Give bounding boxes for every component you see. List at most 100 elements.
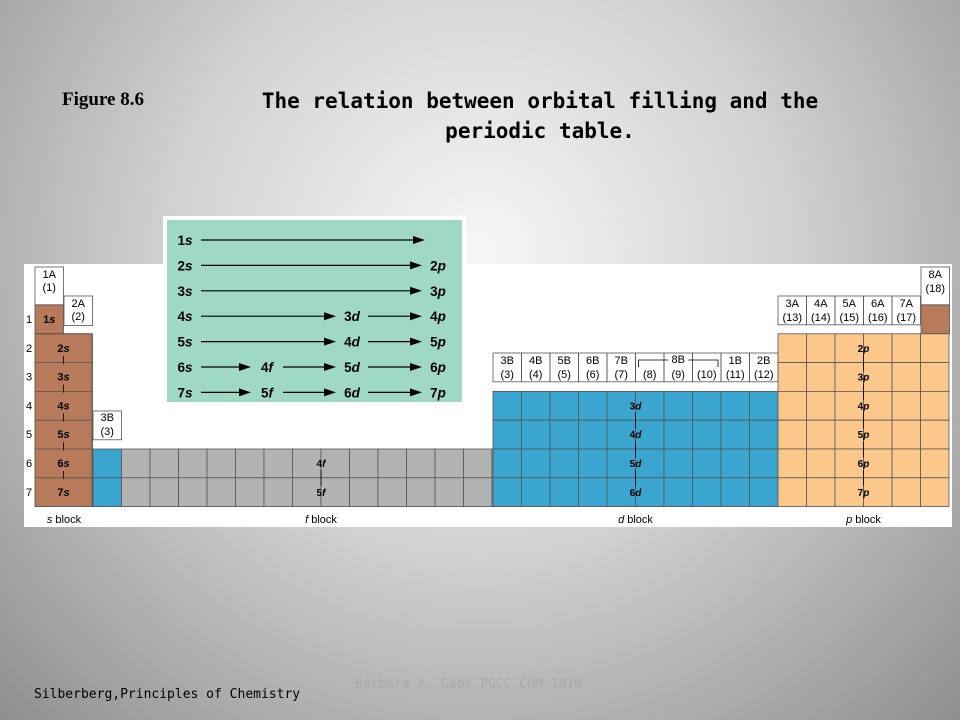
inset-orbital-label: 6d [344,385,361,400]
group-header-1A-number: (1) [43,282,56,294]
group-header-d-number: (7) [615,369,628,381]
group-header-p: 6A [871,298,885,310]
d-block-cell [720,477,750,508]
d-block-cell [692,419,722,450]
p-block-cell [777,362,807,392]
inset-orbital-label: 3p [430,284,446,299]
group-header-8B: 8B [672,354,685,366]
s-orbital-label: 1s [43,314,55,326]
d-block-label: d block [618,514,653,526]
f-block-cell [463,448,493,479]
p-block-cell [777,419,807,450]
p-block-cell [920,448,950,479]
d-block-cell [606,477,636,508]
group-header-p-number: (15) [839,312,859,324]
period-number: 6 [26,458,32,470]
p-orbital-label: 3p [858,373,870,384]
period-number: 2 [26,343,32,355]
d-block-cell [521,477,551,508]
d-block-cell [606,391,636,421]
d-orbital-label: 5d [630,459,643,470]
d-block-cell [635,448,665,479]
page-title: The relation between orbital filling and… [240,86,840,146]
group-header-d: 6B [586,355,599,367]
p-block-cell [891,419,921,450]
group-header-d-number: (12) [754,369,774,381]
f-block-cell [235,477,265,508]
f-block-cell [434,477,464,508]
p-block-cell [777,448,807,479]
p-block-cell [863,419,893,450]
p-orbital-label: 5p [858,430,870,441]
p-block-cell [806,362,836,392]
d-block-cell [749,391,779,421]
group-header-d-number: (4) [529,369,542,381]
d-block-cell [521,391,551,421]
d-block-cell [663,477,693,508]
f-block-cell [349,477,379,508]
s-orbital-label: 2s [57,343,69,355]
group-header-d-number: (5) [558,369,571,381]
group-8B-label-bg [668,354,689,364]
d-block-cell [635,477,665,508]
group-header-8A: 8A [929,269,943,281]
group-header-d: 2B [757,355,770,367]
p-block-cell [834,333,864,364]
d-block-cell [92,448,122,479]
d-orbital-label: 6d [630,488,643,499]
inset-arrow-head [410,388,422,397]
d-block-cell [692,391,722,421]
inset-arrow-head [324,312,336,321]
inset-arrow-head [410,363,422,371]
group-header-d-number: (11) [726,369,745,381]
d-block-cell [492,448,522,479]
p-block-cell [891,448,921,479]
d-block-cell [663,419,693,450]
inset-orbital-label: 5d [344,360,361,375]
s-block-label: s block [47,514,82,526]
s-orbital-label: 4s [57,400,69,412]
f-block-cell [263,477,293,508]
inset-orbital-label: 4d [344,335,361,350]
d-block-cell [549,391,579,421]
d-block-cell [749,477,779,508]
p-orbital-label: 2p [858,344,870,355]
inset-orbital-label: 5p [430,335,446,350]
inset-orbital-label: 5s [177,335,193,350]
f-block-label: f block [305,514,337,526]
d-orbital-label: 3d [630,401,643,412]
group-header-box [92,410,122,441]
f-block-cell [263,448,293,479]
f-block-cell [149,477,179,508]
inset-orbital-label: 4f [261,360,275,375]
f-block-cell [434,448,464,479]
f-block-cell [178,448,208,479]
f-block-cell [121,477,151,508]
f-block-cell [406,477,436,508]
group-header-3B-number: (3) [101,426,114,438]
group-header-3B: 3B [101,412,114,424]
group-header-p-number: (14) [811,312,831,324]
p-block-label: p block [845,514,881,526]
group-header-p-number: (16) [868,312,888,324]
d-block-cell [749,419,779,450]
p-block-cell [863,333,893,364]
s-orbital-label: 6s [57,458,69,470]
inset-arrow-head [410,286,422,295]
p-block-cell [920,477,950,508]
group-header-box [891,295,921,326]
p-orbital-label: 6p [858,459,870,470]
s-orbital-label: 7s [57,487,69,499]
p-block-cell [891,391,921,421]
group-header-d: 5B [558,355,571,367]
f-block-cell [406,448,436,479]
period-number: 3 [26,372,32,384]
p-block-cell [806,448,836,479]
f-block-cell [206,448,236,479]
f-block-cell [292,477,322,508]
inset-background [167,220,462,402]
inset-arrow-head [410,337,422,346]
group-header-d: 3B [501,355,514,367]
periodic-table-canvas: 1 2 3 4 5 6 7 1A(1) 2A(2) 1s 2s 3s 4s 5s 6s 7s 3B (3) 4f 5f… [26,266,950,526]
p-block-cell [920,391,950,421]
